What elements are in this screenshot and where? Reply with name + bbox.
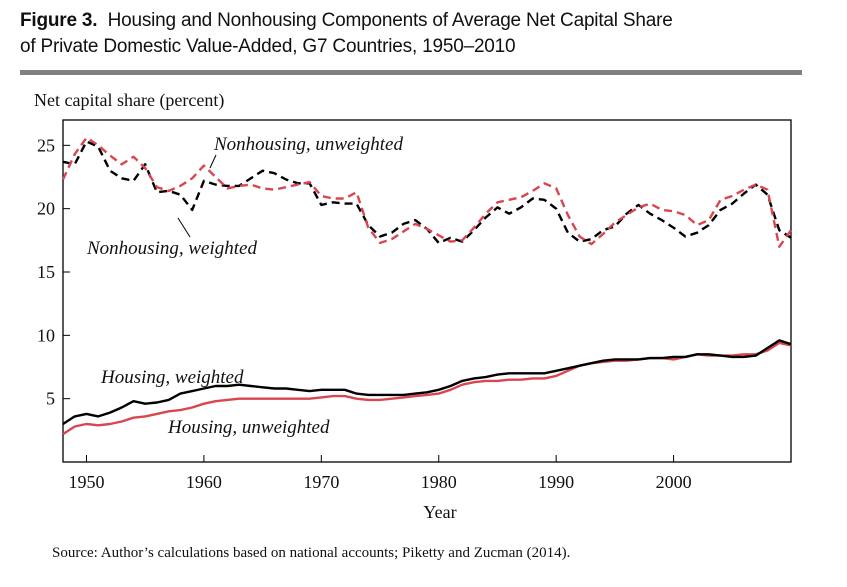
plot-frame	[62, 119, 792, 463]
series-line-housing-unweighted	[62, 341, 792, 436]
annotation-leader-nonhousing-weighted	[177, 217, 191, 238]
figure-label: Figure 3.	[20, 10, 98, 31]
annotation-housing-unweighted: Housing, unweighted	[167, 417, 330, 438]
axis-ticks: 1950 1960 1970 1980 1990 2000 5 10 15 20 25	[37, 135, 692, 492]
x-tick-label: 1980	[421, 472, 457, 492]
x-tick-label: 1970	[303, 472, 339, 492]
x-tick-label: 1990	[538, 472, 574, 492]
annotation-nonhousing-weighted: Nonhousing, weighted	[86, 238, 257, 259]
series-line-nonhousing-unweighted	[61, 136, 792, 248]
x-axis-label: Year	[423, 502, 456, 522]
title-rule	[20, 70, 802, 75]
y-axis-label: Net capital share (percent)	[34, 90, 224, 111]
source-note: Source: Author’s calculations based on n…	[52, 545, 571, 561]
series-line-housing-weighted	[62, 339, 792, 426]
annotation-leader-nonhousing-unweighted	[209, 154, 217, 169]
figure-title-line-1: Figure 3. Housing and Nonhousing Compone…	[20, 8, 820, 34]
x-tick-label: 1960	[186, 472, 222, 492]
y-tick-label: 20	[37, 199, 55, 219]
series-lines	[61, 136, 792, 436]
x-tick-label: 2000	[656, 472, 692, 492]
y-tick-label: 10	[37, 325, 55, 345]
figure-title-text-1: Housing and Nonhousing Components of Ave…	[107, 10, 673, 31]
annotation-nonhousing-unweighted: Nonhousing, unweighted	[213, 134, 403, 155]
annotation-housing-weighted: Housing, weighted	[100, 367, 244, 388]
figure-title-line-2: of Private Domestic Value-Added, G7 Coun…	[20, 36, 516, 57]
x-tick-label: 1950	[68, 472, 104, 492]
figure-title: Figure 3. Housing and Nonhousing Compone…	[20, 8, 820, 60]
y-tick-label: 15	[37, 262, 55, 282]
series-annotations: Nonhousing, unweighted Nonhousing, weigh…	[86, 134, 403, 438]
y-tick-label: 25	[37, 135, 55, 155]
y-tick-label: 5	[46, 389, 55, 409]
